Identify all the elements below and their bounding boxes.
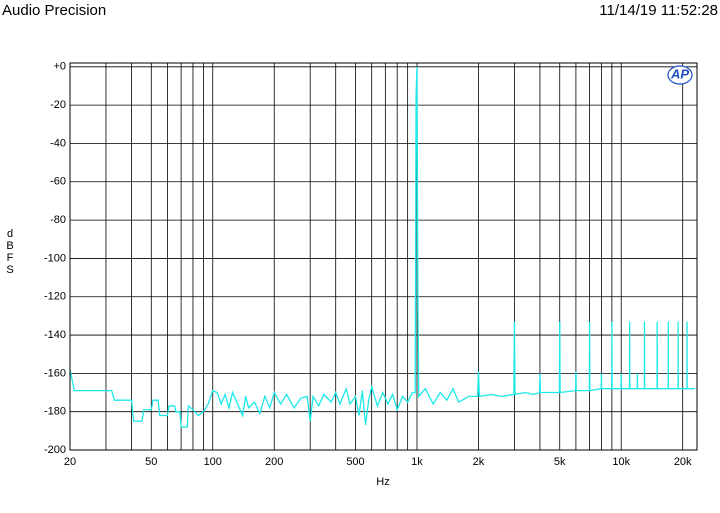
x-tick-label: 2k	[473, 456, 485, 468]
x-tick-label: 20	[64, 456, 76, 468]
y-tick-label: -140	[44, 329, 66, 341]
x-tick-label: 100	[204, 456, 222, 468]
x-tick-label: 20k	[674, 456, 692, 468]
y-tick-label: -180	[44, 406, 66, 418]
app-title: Audio Precision	[2, 2, 107, 19]
y-tick-label: -80	[50, 214, 66, 226]
x-tick-label: 5k	[554, 456, 566, 468]
x-tick-label: 10k	[612, 456, 630, 468]
y-tick-label: -20	[50, 99, 66, 111]
x-tick-label: 50	[145, 456, 157, 468]
logo: AP	[670, 66, 689, 81]
y-tick-label: -60	[50, 176, 66, 188]
y-tick-label: -100	[44, 252, 66, 264]
timestamp: 11/14/19 11:52:28	[599, 2, 718, 19]
x-axis-label: Hz	[376, 476, 389, 488]
x-tick-label: 200	[265, 456, 283, 468]
y-tick-label: +0	[53, 61, 66, 73]
y-tick-label: -40	[50, 137, 66, 149]
plot-border	[69, 62, 698, 451]
y-tick-label: -160	[44, 367, 66, 379]
plot-area	[70, 63, 697, 450]
logo-ring	[667, 65, 693, 85]
y-axis-label: dBFS	[4, 228, 16, 276]
spectrum-line	[69, 66, 696, 428]
x-tick-label: 1k	[411, 456, 423, 468]
y-tick-label: -120	[44, 291, 66, 303]
x-tick-label: 500	[346, 456, 364, 468]
y-tick-label: -200	[44, 444, 66, 456]
